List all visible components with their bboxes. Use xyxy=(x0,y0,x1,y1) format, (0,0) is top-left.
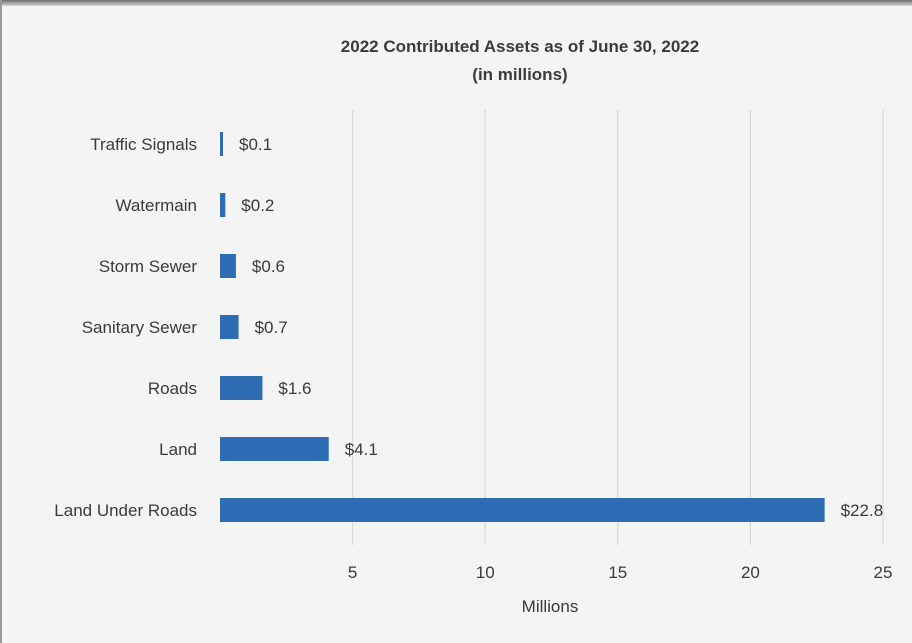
x-axis-label: Millions xyxy=(522,597,579,616)
category-label: Storm Sewer xyxy=(99,257,198,276)
gridlines xyxy=(352,110,884,545)
top-border xyxy=(2,0,912,6)
category-label: Roads xyxy=(148,379,197,398)
data-label: $0.6 xyxy=(252,257,285,276)
x-tick-label: 5 xyxy=(348,563,357,582)
bar xyxy=(220,193,226,217)
data-label: $0.7 xyxy=(255,318,288,337)
data-label: $1.6 xyxy=(278,379,311,398)
data-label: $0.2 xyxy=(241,196,274,215)
category-label: Land xyxy=(159,440,197,459)
data-label: $22.8 xyxy=(841,501,884,520)
bar xyxy=(220,315,239,339)
bar xyxy=(220,376,263,400)
bars xyxy=(220,132,825,522)
data-label: $0.1 xyxy=(239,135,272,154)
chart-title: 2022 Contributed Assets as of June 30, 2… xyxy=(341,37,699,56)
x-tick-label: 15 xyxy=(608,563,627,582)
data-label: $4.1 xyxy=(345,440,378,459)
x-tick-label: 25 xyxy=(874,563,893,582)
category-label: Sanitary Sewer xyxy=(82,318,198,337)
labels: 5 10 15 20 25 Traffic Signals $0.1 Watermain $0.… xyxy=(54,135,892,582)
category-label: Traffic Signals xyxy=(90,135,197,154)
x-tick-label: 10 xyxy=(476,563,495,582)
bar xyxy=(220,132,223,156)
bar xyxy=(220,437,329,461)
chart-subtitle: (in millions) xyxy=(472,65,567,84)
bar xyxy=(220,498,825,522)
bar xyxy=(220,254,236,278)
category-label: Watermain xyxy=(115,196,197,215)
category-label: Land Under Roads xyxy=(54,501,197,520)
x-tick-label: 20 xyxy=(741,563,760,582)
